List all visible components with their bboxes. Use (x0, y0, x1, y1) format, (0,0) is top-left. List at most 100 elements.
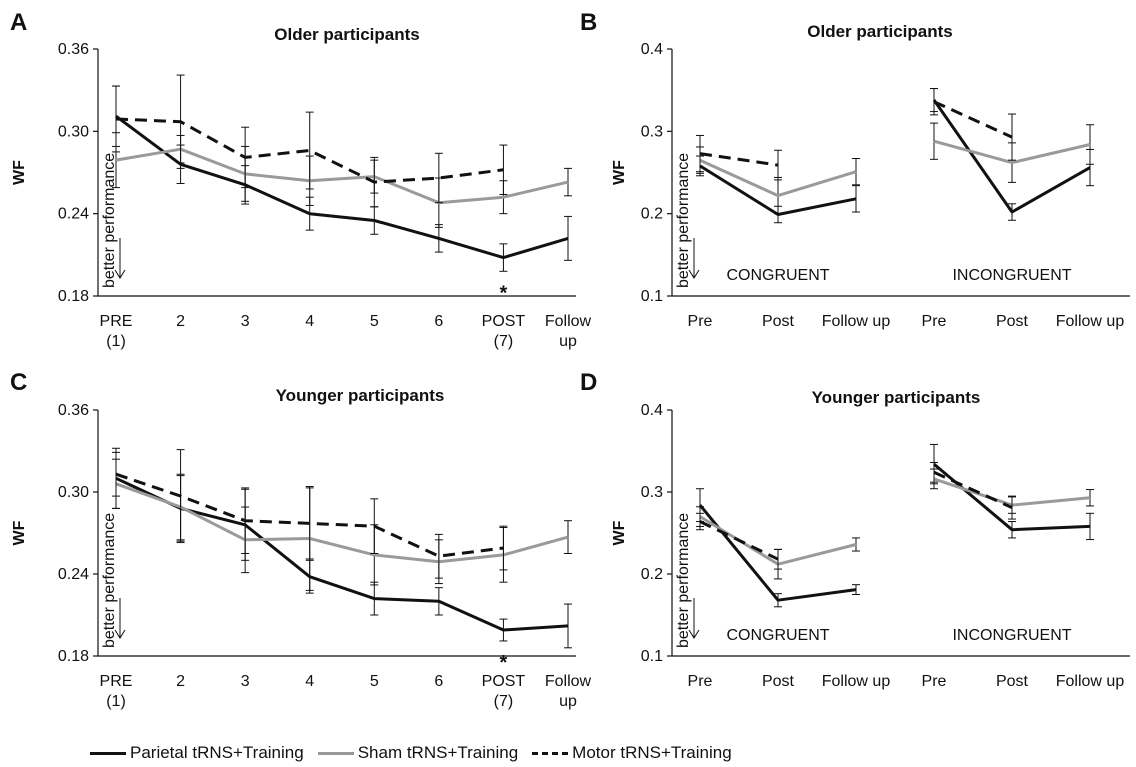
x-tick-label-b: Post (996, 313, 1029, 330)
x-tick-label-c: 3 (241, 673, 250, 690)
annotation-arrowhead-d (688, 629, 700, 639)
x-tick-label-d: Follow up (822, 673, 891, 690)
series-line-parietal-b (699, 164, 857, 216)
x-tick-label-d: Pre (922, 673, 947, 690)
x-tick-label-b: Follow up (1056, 313, 1125, 330)
y-axis-label-a: WF (11, 160, 28, 185)
series-line-motor-b (933, 100, 1013, 139)
x-tick-label-c: POST (482, 673, 526, 690)
y-tick-label-b: 0.3 (641, 123, 663, 140)
legend-item-sham: Sham tRNS+Training (317, 743, 519, 763)
y-tick-label-d: 0.3 (641, 484, 663, 501)
x-tick-label-c: (7) (494, 693, 514, 710)
y-tick-label-b: 0.1 (641, 288, 663, 305)
y-tick-label-c: 0.36 (58, 402, 89, 419)
y-tick-label-a: 0.36 (58, 41, 89, 58)
y-tick-label-c: 0.24 (58, 566, 89, 583)
series-line-sham-c (115, 482, 569, 564)
x-tick-label-c: 6 (434, 673, 443, 690)
series-line-motor-c (115, 472, 504, 558)
group-label-incongruent-b: INCONGRUENT (952, 267, 1071, 284)
series-line-motor-b (699, 152, 779, 167)
x-tick-label-b: Pre (688, 313, 713, 330)
series-line-motor-a (115, 117, 504, 184)
series-line-parietal-b (932, 99, 1091, 214)
x-tick-label-c: 5 (370, 673, 379, 690)
legend: Parietal tRNS+Training Sham tRNS+Trainin… (90, 742, 746, 764)
y-axis-label-d: WF (611, 520, 628, 545)
annotation-better-performance-b: better performance (675, 153, 692, 288)
x-tick-label-d: Follow up (1056, 673, 1125, 690)
annotation-better-performance-a: better performance (101, 153, 118, 288)
panel-letter-b: B (580, 9, 597, 36)
legend-item-parietal: Parietal tRNS+Training (90, 743, 304, 763)
y-tick-label-b: 0.4 (641, 41, 663, 58)
legend-item-motor: Motor tRNS+Training (532, 743, 732, 763)
x-tick-label-c: 4 (305, 673, 314, 690)
x-tick-label-a: up (559, 333, 577, 350)
series-line-motor-d (933, 470, 1013, 509)
y-tick-label-a: 0.24 (58, 206, 89, 223)
panel-title-b: Older participants (807, 22, 952, 41)
legend-label-sham: Sham tRNS+Training (357, 743, 519, 762)
x-tick-label-a: 6 (434, 313, 443, 330)
figure: A Older participants0.180.240.300.36WFPRE… (10, 9, 1130, 710)
y-axis-label-c: WF (11, 520, 28, 545)
x-tick-label-c: up (559, 693, 577, 710)
x-tick-label-b: Pre (922, 313, 947, 330)
y-tick-label-c: 0.18 (58, 648, 89, 665)
x-tick-label-a: (7) (494, 333, 514, 350)
y-tick-label-b: 0.2 (641, 206, 663, 223)
x-tick-label-a: POST (482, 313, 526, 330)
series-line-sham-a (115, 147, 569, 205)
annotation-arrowhead-a (114, 269, 126, 279)
significance-star-a: * (500, 282, 508, 304)
legend-label-parietal: Parietal tRNS+Training (130, 743, 304, 762)
x-tick-label-c: Follow (545, 673, 592, 690)
y-tick-label-d: 0.4 (641, 402, 663, 419)
legend-label-motor: Motor tRNS+Training (572, 743, 732, 762)
x-tick-label-a: PRE (100, 313, 133, 330)
panel-title-a: Older participants (274, 25, 419, 44)
group-label-congruent-b: CONGRUENT (726, 267, 829, 284)
series-line-parietal-d (933, 462, 1091, 532)
y-tick-label-d: 0.2 (641, 566, 663, 583)
series-line-parietal-d (698, 504, 857, 602)
panel-letter-d: D (580, 369, 597, 396)
x-tick-label-a: 2 (176, 313, 185, 330)
y-tick-label-a: 0.30 (58, 123, 89, 140)
x-tick-label-b: Post (762, 313, 795, 330)
legend-swatch-parietal (90, 751, 126, 755)
x-tick-label-d: Post (762, 673, 795, 690)
x-tick-label-d: Post (996, 673, 1029, 690)
legend-swatch-sham (317, 751, 354, 755)
annotation-arrowhead-b (688, 269, 700, 279)
y-axis-label-b: WF (611, 160, 628, 185)
annotation-better-performance-d: better performance (675, 513, 692, 648)
legend-swatch-motor (532, 751, 569, 755)
x-tick-label-a: 5 (370, 313, 379, 330)
group-label-incongruent-d: INCONGRUENT (952, 627, 1071, 644)
panel-title-d: Younger participants (812, 388, 981, 407)
series-line-motor-d (699, 520, 779, 561)
group-label-congruent-d: CONGRUENT (726, 627, 829, 644)
series-line-sham-b (933, 139, 1091, 165)
x-tick-label-a: 4 (305, 313, 314, 330)
x-tick-label-a: (1) (106, 333, 126, 350)
x-tick-label-a: Follow (545, 313, 592, 330)
annotation-arrowhead-c (114, 629, 126, 639)
panel-letter-a: A (10, 9, 27, 36)
y-tick-label-d: 0.1 (641, 648, 663, 665)
annotation-better-performance-c: better performance (101, 513, 118, 648)
y-tick-label-a: 0.18 (58, 288, 89, 305)
x-tick-label-a: 3 (241, 313, 250, 330)
x-tick-label-b: Follow up (822, 313, 891, 330)
significance-star-c: * (500, 652, 508, 674)
panel-title-c: Younger participants (276, 386, 445, 405)
x-tick-label-c: (1) (106, 693, 126, 710)
series-line-sham-b (699, 158, 857, 198)
x-tick-label-c: 2 (176, 673, 185, 690)
y-tick-label-c: 0.30 (58, 484, 89, 501)
panel-letter-c: C (10, 369, 27, 396)
x-tick-label-d: Pre (688, 673, 713, 690)
